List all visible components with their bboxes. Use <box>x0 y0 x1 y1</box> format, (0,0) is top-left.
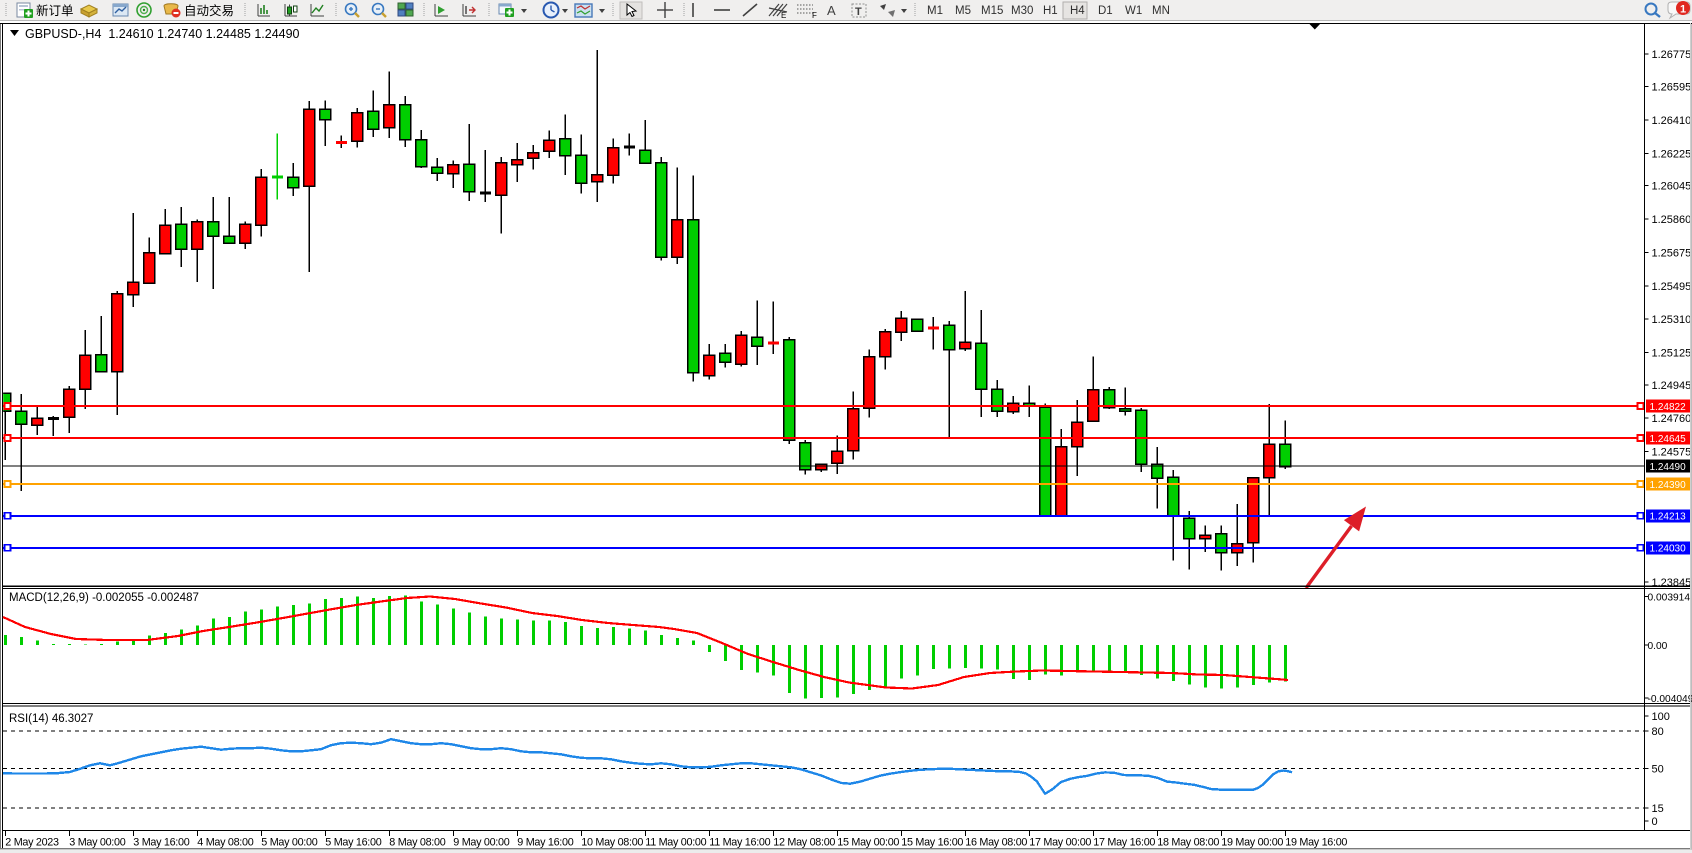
svg-text:新订单: 新订单 <box>36 3 74 18</box>
svg-text:1.23845: 1.23845 <box>1652 577 1692 589</box>
svg-text:2 May 2023: 2 May 2023 <box>5 837 59 849</box>
svg-text:3 May 16:00: 3 May 16:00 <box>133 837 189 849</box>
svg-text:15: 15 <box>1652 803 1664 815</box>
svg-text:18 May 08:00: 18 May 08:00 <box>1157 837 1219 849</box>
svg-text:17 May 16:00: 17 May 16:00 <box>1093 837 1155 849</box>
svg-text:M15: M15 <box>981 5 1003 17</box>
svg-text:19 May 16:00: 19 May 16:00 <box>1285 837 1347 849</box>
svg-text:1.25860: 1.25860 <box>1652 214 1692 226</box>
svg-text:16 May 08:00: 16 May 08:00 <box>965 837 1027 849</box>
svg-text:1.24945: 1.24945 <box>1652 380 1692 392</box>
svg-text:H4: H4 <box>1070 5 1085 17</box>
svg-text:9 May 00:00: 9 May 00:00 <box>453 837 509 849</box>
svg-text:1: 1 <box>1680 4 1686 16</box>
svg-text:1.25675: 1.25675 <box>1652 247 1692 259</box>
svg-text:1.26225: 1.26225 <box>1652 148 1692 160</box>
svg-text:M1: M1 <box>927 5 943 17</box>
svg-text:1.26775: 1.26775 <box>1652 49 1692 61</box>
svg-text:1.24575: 1.24575 <box>1652 447 1692 459</box>
svg-text:H1: H1 <box>1043 5 1058 17</box>
svg-text:1.24822: 1.24822 <box>1650 402 1687 413</box>
svg-text:1.24030: 1.24030 <box>1650 544 1687 555</box>
svg-text:9 May 16:00: 9 May 16:00 <box>517 837 573 849</box>
svg-text:1.24645: 1.24645 <box>1650 434 1687 445</box>
svg-text:11 May 00:00: 11 May 00:00 <box>645 837 706 849</box>
svg-text:17 May 00:00: 17 May 00:00 <box>1029 837 1091 849</box>
svg-text:1.24760: 1.24760 <box>1652 413 1692 425</box>
svg-text:MACD(12,26,9) -0.002055 -0.002: MACD(12,26,9) -0.002055 -0.002487 <box>9 592 199 604</box>
svg-text:MN: MN <box>1152 5 1170 17</box>
svg-text:0.003914: 0.003914 <box>1648 592 1691 603</box>
svg-text:W1: W1 <box>1125 5 1142 17</box>
svg-text:自动交易: 自动交易 <box>184 3 234 18</box>
svg-text:F: F <box>812 11 817 20</box>
svg-text:GBPUSD-,H4 1.24610 1.24740 1.: GBPUSD-,H4 1.24610 1.24740 1.24485 1.244… <box>25 27 300 41</box>
svg-text:E: E <box>781 11 786 20</box>
svg-text:D1: D1 <box>1098 5 1113 17</box>
svg-text:3 May 00:00: 3 May 00:00 <box>69 837 125 849</box>
svg-text:8 May 08:00: 8 May 08:00 <box>389 837 445 849</box>
svg-text:1.25310: 1.25310 <box>1652 314 1692 326</box>
svg-text:1.26410: 1.26410 <box>1652 115 1692 127</box>
svg-text:1.26045: 1.26045 <box>1652 181 1692 193</box>
svg-text:100: 100 <box>1652 711 1670 723</box>
svg-text:11 May 16:00: 11 May 16:00 <box>709 837 770 849</box>
svg-text:0.00: 0.00 <box>1648 641 1668 652</box>
svg-text:1.25125: 1.25125 <box>1652 347 1692 359</box>
svg-text:0: 0 <box>1652 816 1658 828</box>
svg-text:1.25495: 1.25495 <box>1652 281 1692 293</box>
svg-text:5 May 16:00: 5 May 16:00 <box>325 837 381 849</box>
svg-text:50: 50 <box>1652 764 1664 776</box>
svg-text:M5: M5 <box>955 5 971 17</box>
svg-text:A: A <box>827 3 836 18</box>
svg-text:80: 80 <box>1652 726 1664 738</box>
svg-text:1.24390: 1.24390 <box>1650 480 1687 491</box>
svg-text:1.24213: 1.24213 <box>1650 512 1687 523</box>
svg-text:M30: M30 <box>1011 5 1033 17</box>
svg-text:12 May 08:00: 12 May 08:00 <box>773 837 835 849</box>
svg-text:10 May 08:00: 10 May 08:00 <box>581 837 643 849</box>
svg-text:RSI(14) 46.3027: RSI(14) 46.3027 <box>9 713 93 725</box>
svg-text:T: T <box>855 6 862 18</box>
svg-text:15 May 16:00: 15 May 16:00 <box>901 837 963 849</box>
svg-text:15 May 00:00: 15 May 00:00 <box>837 837 899 849</box>
svg-text:5 May 00:00: 5 May 00:00 <box>261 837 317 849</box>
svg-text:19 May 00:00: 19 May 00:00 <box>1221 837 1283 849</box>
svg-text:4 May 08:00: 4 May 08:00 <box>197 837 253 849</box>
svg-text:-0.004049: -0.004049 <box>1648 694 1692 705</box>
svg-text:1.26595: 1.26595 <box>1652 82 1692 94</box>
svg-text:1.24490: 1.24490 <box>1650 462 1687 473</box>
